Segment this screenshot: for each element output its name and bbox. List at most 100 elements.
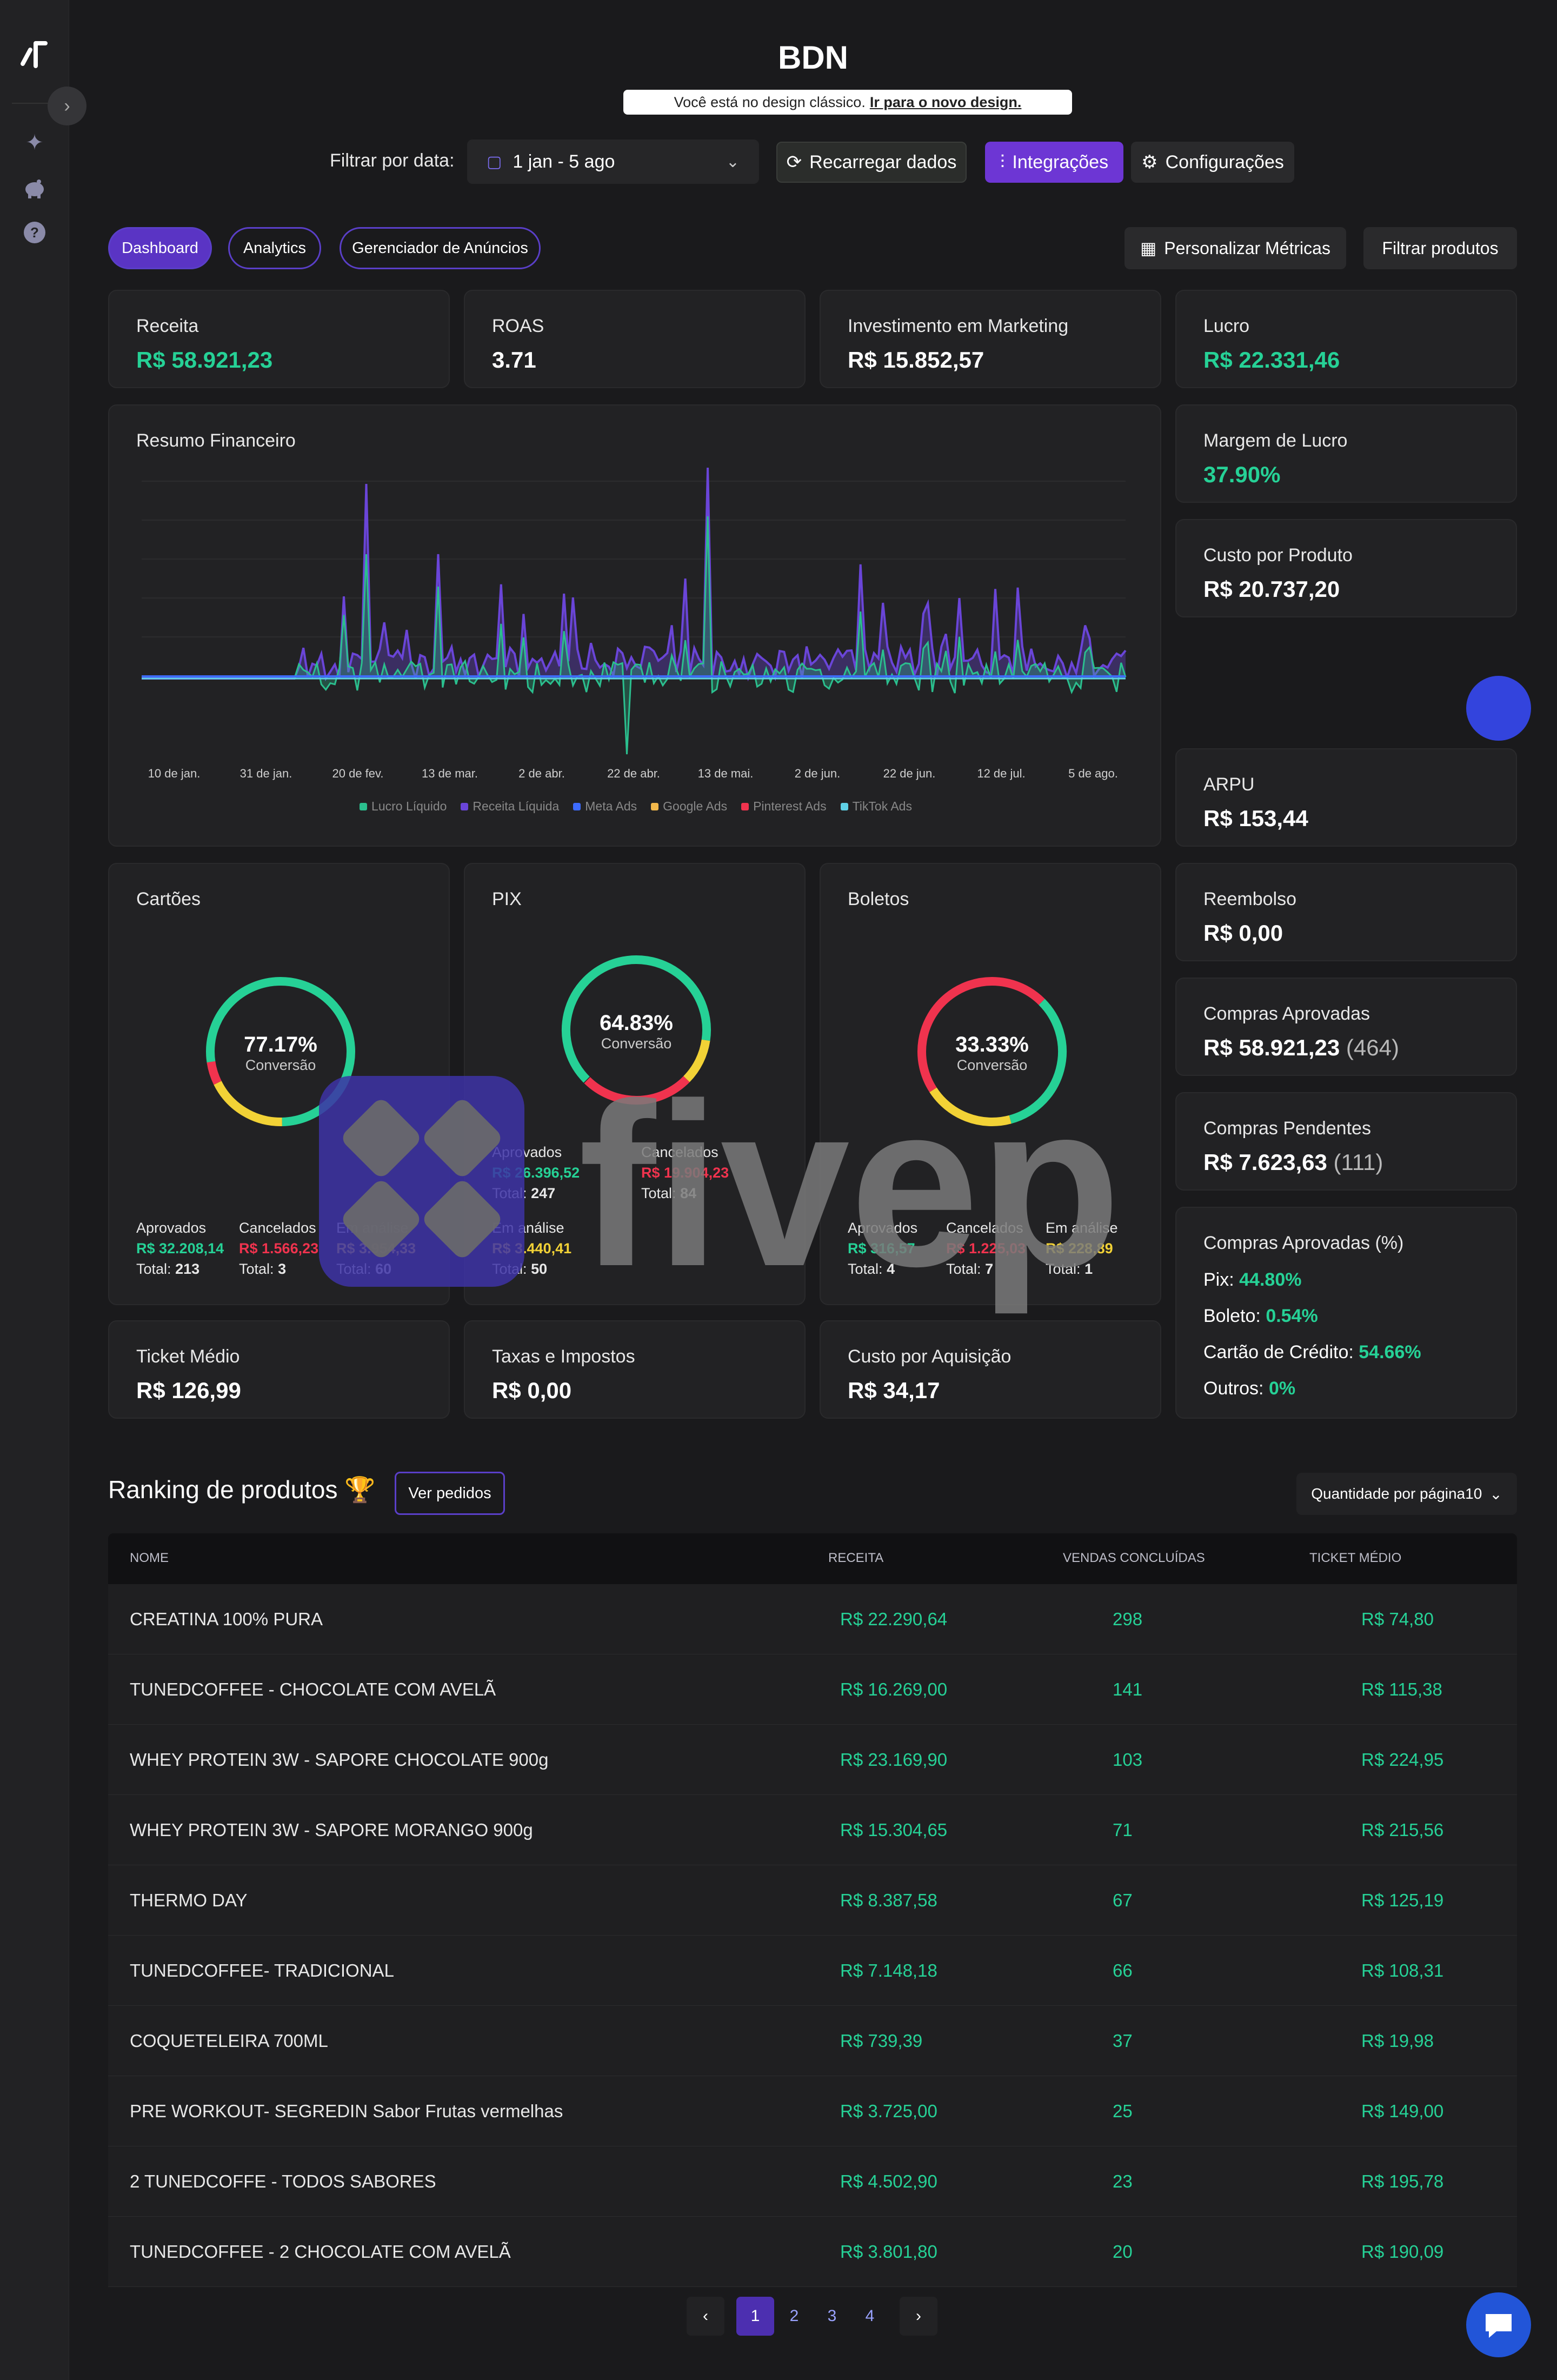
- table-row[interactable]: WHEY PROTEIN 3W - SAPORE CHOCOLATE 900g R…: [108, 1725, 1517, 1795]
- donut-segment: [207, 1061, 222, 1085]
- table-row[interactable]: TUNEDCOFFEE - 2 CHOCOLATE COM AVELÃ R$ 3.…: [108, 2217, 1517, 2287]
- chat-button[interactable]: [1466, 2292, 1531, 2357]
- x-tick-label: 22 de jun.: [883, 767, 936, 780]
- legend-label: Receita Líquida: [473, 799, 560, 813]
- metric-value: 3.71: [492, 347, 536, 373]
- chevron-right-icon: ›: [916, 2307, 921, 2325]
- legend-swatch: [461, 802, 469, 810]
- card-lucro: Lucro R$ 22.331,46: [1175, 290, 1517, 388]
- outros-value: 0%: [1268, 1378, 1296, 1399]
- stat-value: R$ 316,57: [848, 1240, 915, 1257]
- settings-button[interactable]: ⚙ Configurações: [1131, 142, 1294, 183]
- per-page-select[interactable]: Quantidade por página10 ⌄: [1296, 1473, 1517, 1515]
- customize-label: Personalizar Métricas: [1164, 238, 1330, 258]
- floating-action-button[interactable]: [1466, 676, 1531, 741]
- stat-analysis: Em análise R$ 3.440,41 Total: 50: [492, 1218, 571, 1279]
- total-value: 213: [175, 1261, 200, 1277]
- total-value: 60: [375, 1261, 392, 1277]
- product-ticket: R$ 224,95: [1361, 1750, 1444, 1770]
- table-row[interactable]: TUNEDCOFFEE- TRADICIONAL R$ 7.148,18 66 R$ …: [108, 1936, 1517, 2006]
- x-tick-label: 5 de ago.: [1068, 767, 1118, 780]
- table-row[interactable]: CREATINA 100% PURA R$ 22.290,64 298 R$ 74,8…: [108, 1584, 1517, 1654]
- card-custo-produto: Custo por Produto R$ 20.737,20: [1175, 519, 1517, 617]
- table-row[interactable]: 2 TUNEDCOFFE - TODOS SABORES R$ 4.502,90 2…: [108, 2146, 1517, 2217]
- filter-products-button[interactable]: Filtrar produtos: [1363, 227, 1517, 269]
- prev-page-button[interactable]: ‹: [687, 2297, 724, 2336]
- donut-segment: [214, 1081, 282, 1126]
- view-orders-button[interactable]: Ver pedidos: [395, 1472, 505, 1515]
- column-header-sales[interactable]: VENDAS CONCLUÍDAS: [1063, 1551, 1205, 1565]
- page-button-2[interactable]: 2: [789, 2307, 799, 2325]
- stat-value: R$ 19.904,23: [641, 1165, 729, 1181]
- tab-dashboard[interactable]: Dashboard: [108, 227, 212, 269]
- column-header-ticket[interactable]: TICKET MÉDIO: [1309, 1551, 1402, 1565]
- x-tick-label: 13 de mai.: [697, 767, 754, 780]
- legend-item[interactable]: Google Ads: [651, 799, 727, 814]
- stat-cancelled: Cancelados R$ 1.566,23 Total: 3: [239, 1218, 318, 1279]
- product-revenue: R$ 3.725,00: [840, 2101, 937, 2121]
- legend-item[interactable]: Lucro Líquido: [360, 799, 447, 814]
- stat-value: R$ 3.954,33: [336, 1240, 416, 1257]
- metric-value: R$ 0,00: [492, 1378, 572, 1403]
- new-design-link[interactable]: Ir para o novo design.: [869, 94, 1022, 110]
- table-row[interactable]: TUNEDCOFFEE - CHOCOLATE COM AVELÃ R$ 16.2…: [108, 1654, 1517, 1725]
- sidebar: ✦ ?: [0, 0, 69, 2380]
- product-name: TUNEDCOFFEE - CHOCOLATE COM AVELÃ: [130, 1679, 496, 1699]
- tab-ads-manager[interactable]: Gerenciador de Anúncios: [340, 227, 541, 269]
- page-button-4[interactable]: 4: [865, 2307, 875, 2325]
- tab-analytics[interactable]: Analytics: [228, 227, 321, 269]
- legend-label: Google Ads: [663, 799, 728, 813]
- legend-item[interactable]: Pinterest Ads: [741, 799, 827, 814]
- metric-label: Reembolso: [1203, 889, 1296, 909]
- column-header-revenue[interactable]: RECEITA: [828, 1551, 884, 1565]
- table-row[interactable]: WHEY PROTEIN 3W - SAPORE MORANGO 900g R$ …: [108, 1795, 1517, 1865]
- sidebar-toggle-button[interactable]: ›: [48, 87, 86, 125]
- legend-item[interactable]: Receita Líquida: [461, 799, 559, 814]
- donut-center: 33.33% Conversão: [927, 1033, 1057, 1074]
- metric-label: Taxas e Impostos: [492, 1346, 635, 1367]
- stat-label: Aprovados: [136, 1220, 207, 1236]
- product-revenue: R$ 4.502,90: [840, 2171, 937, 2191]
- legend-item[interactable]: TikTok Ads: [840, 799, 912, 814]
- table-row[interactable]: COQUETELEIRA 700ML R$ 739,39 37 R$ 19,98: [108, 2006, 1517, 2076]
- page-button-1[interactable]: 1: [736, 2297, 774, 2336]
- stat-label: Aprovados: [492, 1144, 562, 1160]
- payment-card-cartoes: Cartões 77.17% Conversão Aprovados R$ 32…: [108, 863, 450, 1305]
- conversion-pct: 33.33%: [955, 1033, 1029, 1056]
- page-title: BDN: [778, 39, 848, 76]
- reload-data-button[interactable]: ⟳ Recarregar dados: [776, 142, 967, 183]
- stat-label: Aprovados: [848, 1220, 918, 1236]
- product-name: PRE WORKOUT- SEGREDIN Sabor Frutas verme…: [130, 2101, 563, 2121]
- chart-legend: Lucro Líquido Receita Líquida Meta Ads Goog…: [109, 799, 1162, 814]
- integrations-button[interactable]: ⫶ Integrações: [985, 142, 1123, 183]
- chevron-right-icon: ›: [64, 95, 70, 116]
- date-range-picker[interactable]: ▢ 1 jan - 5 ago ⌄: [467, 139, 759, 184]
- donut-segment: [917, 977, 1045, 1093]
- page-button-3[interactable]: 3: [827, 2307, 837, 2325]
- table-row[interactable]: THERMO DAY R$ 8.387,58 67 R$ 125,19: [108, 1865, 1517, 1936]
- stat-label: Cancelados: [239, 1220, 316, 1236]
- column-header-name[interactable]: NOME: [130, 1551, 169, 1565]
- metric-value: R$ 15.852,57: [848, 347, 984, 373]
- metric-value: R$ 126,99: [136, 1378, 241, 1403]
- series-line-lucro: [142, 516, 1127, 755]
- donut-segment: [1009, 999, 1067, 1124]
- sparkles-icon[interactable]: ✦: [25, 131, 44, 155]
- product-ticket: R$ 19,98: [1361, 2031, 1434, 2051]
- table-row[interactable]: PRE WORKOUT- SEGREDIN Sabor Frutas verme…: [108, 2076, 1517, 2146]
- payment-title: Cartões: [136, 889, 201, 909]
- help-icon[interactable]: ?: [22, 220, 48, 245]
- next-page-button[interactable]: ›: [900, 2297, 937, 2336]
- customize-metrics-button[interactable]: ▦ Personalizar Métricas: [1124, 227, 1346, 269]
- per-page-label: Quantidade por página10: [1311, 1485, 1482, 1502]
- product-sales: 67: [1113, 1890, 1133, 1910]
- product-name: 2 TUNEDCOFFE - TODOS SABORES: [130, 2171, 436, 2191]
- app-logo[interactable]: [19, 38, 50, 70]
- count: (111): [1333, 1149, 1383, 1175]
- stat-label: Em análise: [336, 1220, 409, 1236]
- x-tick-label: 20 de fev.: [332, 767, 384, 780]
- product-name: WHEY PROTEIN 3W - SAPORE MORANGO 900g: [130, 1820, 533, 1840]
- legend-item[interactable]: Meta Ads: [573, 799, 637, 814]
- piggy-bank-icon[interactable]: [22, 175, 48, 201]
- svg-text:?: ?: [30, 224, 39, 241]
